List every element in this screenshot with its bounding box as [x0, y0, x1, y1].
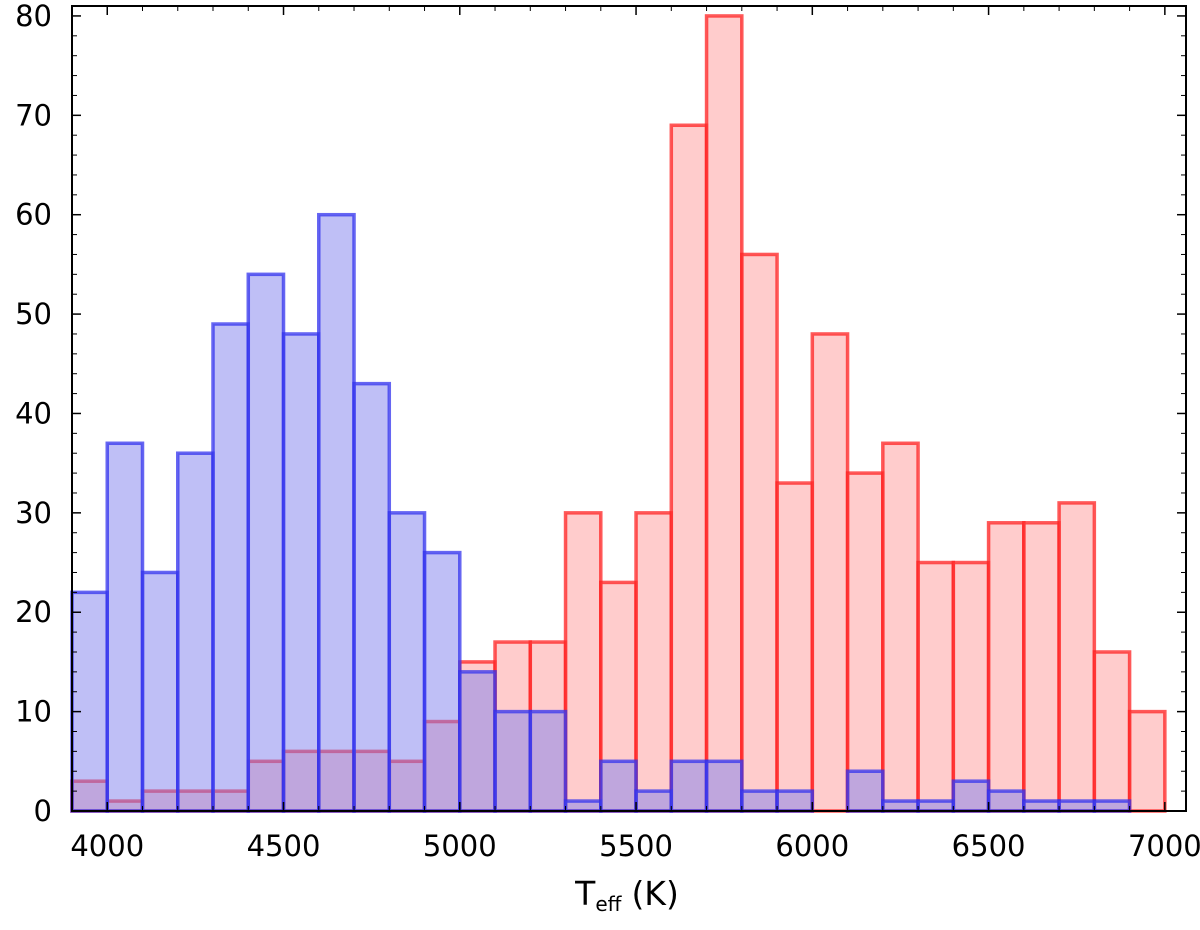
bar-series-0-bin-22: [845, 471, 885, 813]
bar-series-1-bin-19: [740, 789, 779, 813]
bars-layer: [70, 14, 1167, 813]
bar-series-0-bin-24: [916, 560, 956, 813]
bar-series-0-bin-30: [1127, 709, 1167, 813]
bar-series-0-bin-19: [740, 252, 779, 813]
bar-series-1-bin-11: [458, 670, 497, 813]
y-tick-label-70: 70: [15, 98, 52, 132]
bar-series-1-bin-24: [951, 779, 991, 813]
y-tick-label-80: 80: [15, 0, 52, 33]
bar-series-0-bin-14: [563, 511, 603, 813]
bar-series-0-bin-29: [1092, 650, 1132, 813]
bar-series-0-bin-17: [669, 123, 709, 813]
x-tick-label-5500: 5500: [599, 829, 673, 863]
bar-series-1-bin-2: [140, 570, 180, 813]
bar-series-1-bin-1: [105, 441, 145, 813]
x-tick-label-7000: 7000: [1128, 829, 1200, 863]
bar-series-1-bin-27: [1057, 799, 1097, 813]
bar-series-1-bin-6: [281, 332, 321, 813]
bar-series-1-bin-23: [916, 799, 956, 813]
bar-series-0-bin-20: [775, 481, 815, 813]
x-tick-label-6000: 6000: [775, 829, 849, 863]
bar-series-0-bin-28: [1057, 501, 1097, 813]
bar-series-1-bin-18: [704, 759, 744, 813]
bar-series-0-bin-16: [634, 511, 674, 813]
bar-series-1-bin-14: [563, 799, 603, 813]
plot-frame: [71, 5, 1187, 812]
series-1: [70, 212, 1132, 813]
bar-series-0-bin-27: [1022, 521, 1061, 813]
bar-series-1-bin-4: [211, 322, 251, 813]
bar-series-1-bin-17: [669, 759, 709, 813]
y-tick-label-60: 60: [15, 198, 52, 232]
x-tick-label-4000: 4000: [70, 829, 144, 863]
bar-series-1-bin-3: [176, 451, 215, 813]
bar-series-1-bin-20: [775, 789, 815, 813]
x-axis-title: Teff (K): [574, 874, 679, 916]
x-tick-label-4500: 4500: [247, 829, 321, 863]
x-tick-label-6500: 6500: [952, 829, 1026, 863]
x-axis-title-main: T: [574, 874, 596, 913]
y-tick-label-50: 50: [15, 297, 52, 331]
bar-series-1-bin-8: [352, 381, 392, 813]
x-tick-label-5000: 5000: [423, 829, 497, 863]
y-tick-label-20: 20: [15, 595, 52, 629]
bar-series-1-bin-0: [70, 590, 109, 813]
bar-series-1-bin-10: [422, 550, 462, 813]
bar-series-1-bin-9: [387, 511, 427, 813]
bar-series-1-bin-15: [599, 759, 638, 813]
bar-series-1-bin-12: [493, 709, 533, 813]
bar-series-0-bin-23: [881, 441, 920, 813]
y-tick-label-40: 40: [15, 396, 52, 430]
y-tick-label-0: 0: [34, 794, 52, 828]
bar-series-1-bin-28: [1092, 799, 1132, 813]
y-tick-label-10: 10: [15, 695, 52, 729]
bar-series-1-bin-5: [246, 272, 286, 813]
axes-layer: 4000 4500 5000 5500 6000 6500 7000 0 10 20 30 40 50 6…: [15, 0, 1200, 863]
x-axis-title-unit: (K): [631, 874, 678, 913]
bar-series-1-bin-16: [634, 789, 674, 813]
bar-series-1-bin-25: [986, 789, 1026, 813]
bar-series-1-bin-21: [845, 769, 885, 813]
bar-series-1-bin-13: [528, 709, 568, 813]
bar-series-0-bin-18: [704, 14, 744, 813]
x-axis-title-subscript: eff: [595, 892, 622, 916]
y-tick-label-30: 30: [15, 496, 52, 530]
bar-series-1-bin-22: [881, 799, 920, 813]
bar-series-1-bin-7: [317, 212, 356, 813]
bar-series-0-bin-21: [810, 332, 850, 813]
bar-series-0-bin-26: [986, 521, 1026, 813]
bar-series-0-bin-25: [951, 560, 991, 813]
bar-series-1-bin-26: [1022, 799, 1061, 813]
